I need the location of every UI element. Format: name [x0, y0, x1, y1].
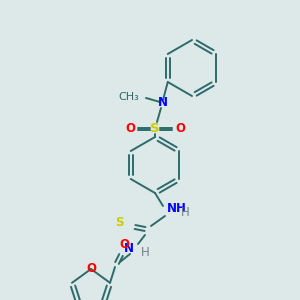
- Text: O: O: [175, 122, 185, 134]
- Text: S: S: [150, 122, 160, 134]
- Text: O: O: [125, 122, 135, 134]
- Text: CH₃: CH₃: [118, 92, 139, 102]
- Text: NH: NH: [167, 202, 187, 215]
- Text: H: H: [141, 245, 150, 259]
- Text: N: N: [124, 242, 134, 256]
- Text: S: S: [116, 217, 124, 230]
- Text: N: N: [158, 95, 168, 109]
- Text: H: H: [181, 206, 190, 218]
- Text: O: O: [119, 238, 129, 251]
- Text: O: O: [86, 262, 96, 275]
